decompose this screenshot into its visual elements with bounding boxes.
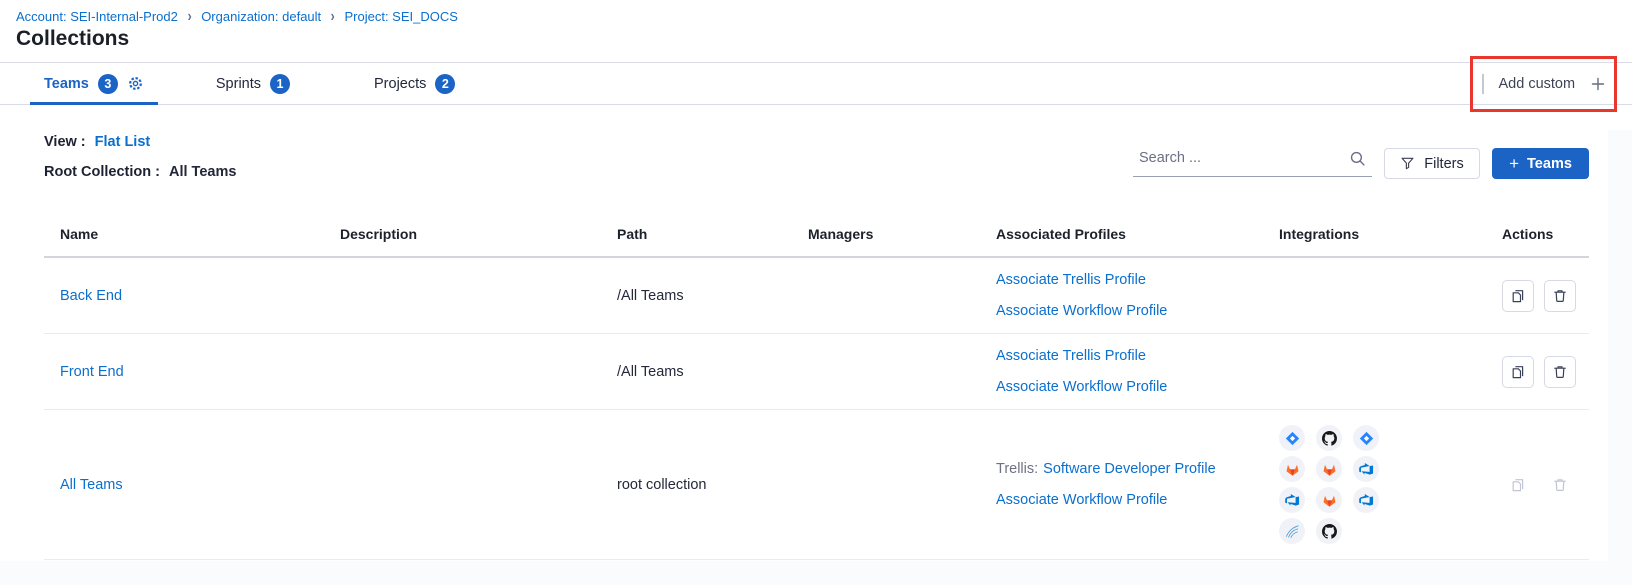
page-bottom-strip xyxy=(0,561,1632,585)
breadcrumb-item-project[interactable]: Project: SEI_DOCS xyxy=(344,9,458,24)
tab-sprints-label: Sprints xyxy=(215,75,262,92)
table-row: Back End /All Teams Associate Trellis Pr… xyxy=(44,258,1589,334)
trellis-profile-link[interactable]: Software Developer Profile xyxy=(1043,460,1216,477)
chevron-right-icon: › xyxy=(330,7,335,25)
delete-button[interactable] xyxy=(1544,355,1576,388)
row-actions xyxy=(1486,355,1589,388)
plus-icon xyxy=(1590,76,1606,92)
add-teams-label: Teams xyxy=(1527,155,1572,172)
row-actions xyxy=(1486,279,1589,312)
github-icon xyxy=(1316,518,1342,544)
tab-teams-label: Teams xyxy=(44,75,89,92)
copy-icon xyxy=(1510,364,1526,380)
add-custom-label: Add custom xyxy=(1498,75,1576,92)
search-box xyxy=(1133,146,1372,177)
gitlab-icon xyxy=(1316,456,1342,482)
column-header-actions: Actions xyxy=(1502,226,1554,242)
row-path: /All Teams xyxy=(617,287,684,304)
filters-label: Filters xyxy=(1424,155,1464,172)
delete-button-disabled xyxy=(1544,468,1576,501)
associate-workflow-profile-link[interactable]: Associate Workflow Profile xyxy=(996,491,1168,508)
breadcrumb: Account: SEI-Internal-Prod2 › Organizati… xyxy=(16,7,458,25)
column-header-name: Name xyxy=(60,226,99,242)
copy-button[interactable] xyxy=(1502,279,1534,312)
tab-projects-label: Projects xyxy=(374,75,427,92)
tab-sprints[interactable]: Sprints 1 xyxy=(202,63,304,104)
breadcrumb-item-organization[interactable]: Organization: default xyxy=(201,9,322,24)
search-icon[interactable] xyxy=(1349,150,1366,167)
page-right-strip xyxy=(1608,130,1632,585)
row-path: /All Teams xyxy=(617,363,684,380)
trash-icon xyxy=(1552,364,1568,380)
gitlab-icon xyxy=(1316,487,1342,513)
plus-icon: + xyxy=(1509,154,1520,173)
add-custom-button[interactable]: Add custom xyxy=(1482,62,1606,105)
trellis-prefix: Trellis: xyxy=(996,460,1039,477)
search-input[interactable] xyxy=(1133,150,1349,172)
table-row: All Teams root collection Trellis: Softwa… xyxy=(44,410,1589,560)
gear-icon[interactable] xyxy=(127,75,144,92)
azure-devops-icon xyxy=(1353,487,1379,513)
row-name-link[interactable]: Front End xyxy=(60,363,124,380)
trash-icon xyxy=(1552,288,1568,304)
row-name-link[interactable]: All Teams xyxy=(60,476,123,493)
filters-button[interactable]: Filters xyxy=(1384,148,1480,179)
table-header: Name Description Path Managers Associate… xyxy=(44,212,1589,258)
table-row: Front End /All Teams Associate Trellis P… xyxy=(44,334,1589,410)
filter-icon xyxy=(1400,156,1415,171)
copy-button[interactable] xyxy=(1502,355,1534,388)
associate-trellis-profile-link[interactable]: Associate Trellis Profile xyxy=(996,271,1146,288)
root-collection-value: All Teams xyxy=(169,164,237,180)
row-integrations xyxy=(1262,425,1486,544)
jira-icon xyxy=(1353,425,1379,451)
column-header-managers: Managers xyxy=(808,226,874,242)
copy-button-disabled xyxy=(1502,468,1534,501)
trash-icon xyxy=(1552,477,1568,493)
chevron-right-icon: › xyxy=(187,7,192,25)
column-header-integrations: Integrations xyxy=(1279,226,1360,242)
column-header-path: Path xyxy=(617,226,648,242)
delete-button[interactable] xyxy=(1544,279,1576,312)
associate-workflow-profile-link[interactable]: Associate Workflow Profile xyxy=(996,378,1168,395)
azure-devops-icon xyxy=(1279,487,1305,513)
tab-projects[interactable]: Projects 2 xyxy=(360,63,469,104)
row-actions xyxy=(1486,468,1589,501)
associate-workflow-profile-link[interactable]: Associate Workflow Profile xyxy=(996,302,1168,319)
row-associated-profiles: Trellis: Software Developer Profile Assoc… xyxy=(980,454,1262,516)
tab-bar: Teams 3 Sprints 1 Projects 2 xyxy=(0,62,1632,105)
root-collection-row: Root Collection : All Teams xyxy=(44,164,236,180)
root-collection-label: Root Collection : xyxy=(44,164,160,180)
column-header-description: Description xyxy=(340,226,418,242)
associate-trellis-profile-link[interactable]: Associate Trellis Profile xyxy=(996,347,1146,364)
jira-icon xyxy=(1279,425,1305,451)
copy-icon xyxy=(1510,288,1526,304)
sonarqube-icon xyxy=(1279,518,1305,544)
collections-table: Name Description Path Managers Associate… xyxy=(44,212,1589,560)
view-label: View : xyxy=(44,134,86,150)
tab-projects-count-badge: 2 xyxy=(435,73,456,94)
add-custom-divider xyxy=(1482,73,1484,94)
row-associated-profiles: Associate Trellis Profile Associate Work… xyxy=(980,341,1262,403)
row-path: root collection xyxy=(617,476,707,493)
tab-sprints-count-badge: 1 xyxy=(270,73,291,94)
tab-teams[interactable]: Teams 3 xyxy=(30,63,158,105)
tab-teams-count-badge: 3 xyxy=(97,73,118,94)
breadcrumb-item-account[interactable]: Account: SEI-Internal-Prod2 xyxy=(16,9,178,24)
gitlab-icon xyxy=(1279,456,1305,482)
add-teams-button[interactable]: + Teams xyxy=(1492,148,1589,179)
view-value-link[interactable]: Flat List xyxy=(94,134,151,150)
copy-icon xyxy=(1510,477,1526,493)
page-title: Collections xyxy=(16,27,130,50)
column-header-associated-profiles: Associated Profiles xyxy=(996,226,1126,242)
view-row: View : Flat List xyxy=(44,134,150,150)
integrations-grid xyxy=(1279,425,1379,544)
github-icon xyxy=(1316,425,1342,451)
azure-devops-icon xyxy=(1353,456,1379,482)
row-associated-profiles: Associate Trellis Profile Associate Work… xyxy=(980,265,1262,327)
row-name-link[interactable]: Back End xyxy=(60,287,123,304)
